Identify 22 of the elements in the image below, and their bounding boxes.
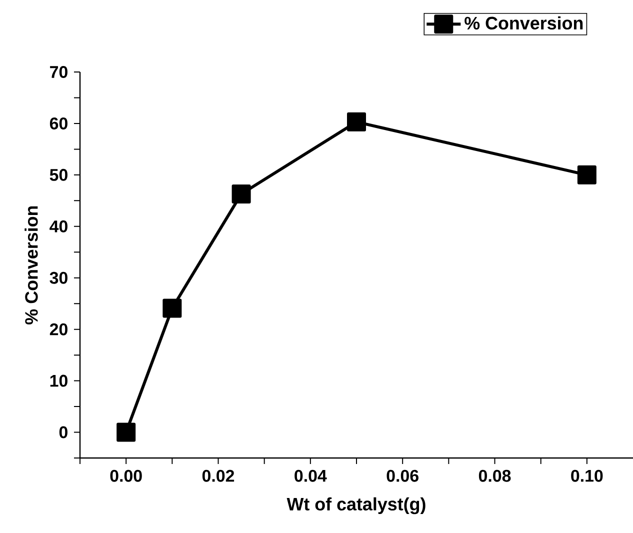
y-axis-title: % Conversion [24, 206, 38, 324]
y-tick-label: 20 [50, 323, 68, 336]
y-tick-label: 50 [50, 168, 68, 181]
legend-label: % Conversion [464, 16, 583, 30]
x-tick-label: 0.06 [386, 470, 418, 482]
x-tick-label: 0.10 [571, 470, 603, 482]
x-tick-label: 0.08 [478, 470, 511, 482]
x-tick-label: 0.02 [202, 470, 234, 482]
y-tick-label: 70 [50, 66, 68, 78]
point [116, 422, 136, 442]
point [162, 298, 182, 318]
point [232, 184, 251, 204]
point [347, 112, 366, 132]
x-tick-label: 0.04 [294, 470, 327, 482]
y-tick-label: 40 [50, 220, 68, 232]
y-tick-label: 60 [50, 117, 68, 130]
y-tick-label: 10 [50, 374, 68, 387]
point [577, 165, 596, 184]
x-tick-label: 0.00 [110, 470, 142, 482]
x-axis-title: Wt of catalyst(g) [286, 497, 426, 514]
y-tick-label: 0 [59, 426, 68, 438]
y-tick-label: 30 [50, 272, 68, 284]
